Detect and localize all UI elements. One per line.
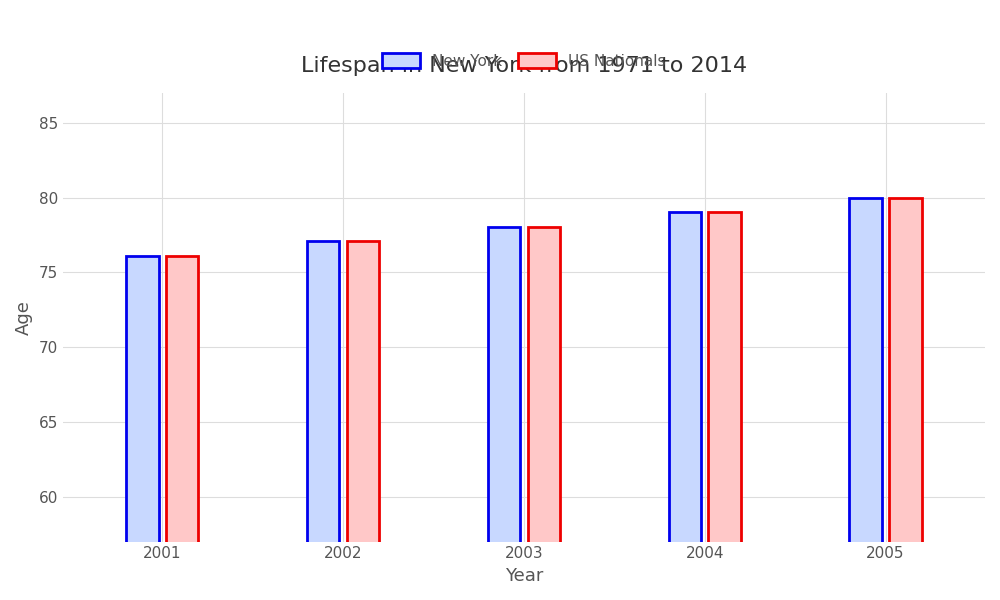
Bar (669, 212, 701, 600)
Bar (166, 256, 198, 600)
Y-axis label: Age: Age (15, 300, 33, 335)
X-axis label: Year: Year (505, 567, 543, 585)
Title: Lifespan in New York from 1971 to 2014: Lifespan in New York from 1971 to 2014 (301, 56, 747, 76)
Bar (889, 197, 922, 600)
Bar (347, 241, 379, 600)
Bar (528, 227, 560, 600)
Bar (849, 197, 882, 600)
Bar (307, 241, 339, 600)
Bar (488, 227, 520, 600)
Legend: New York, US Nationals: New York, US Nationals (376, 47, 672, 75)
Bar (708, 212, 741, 600)
Bar (126, 256, 159, 600)
